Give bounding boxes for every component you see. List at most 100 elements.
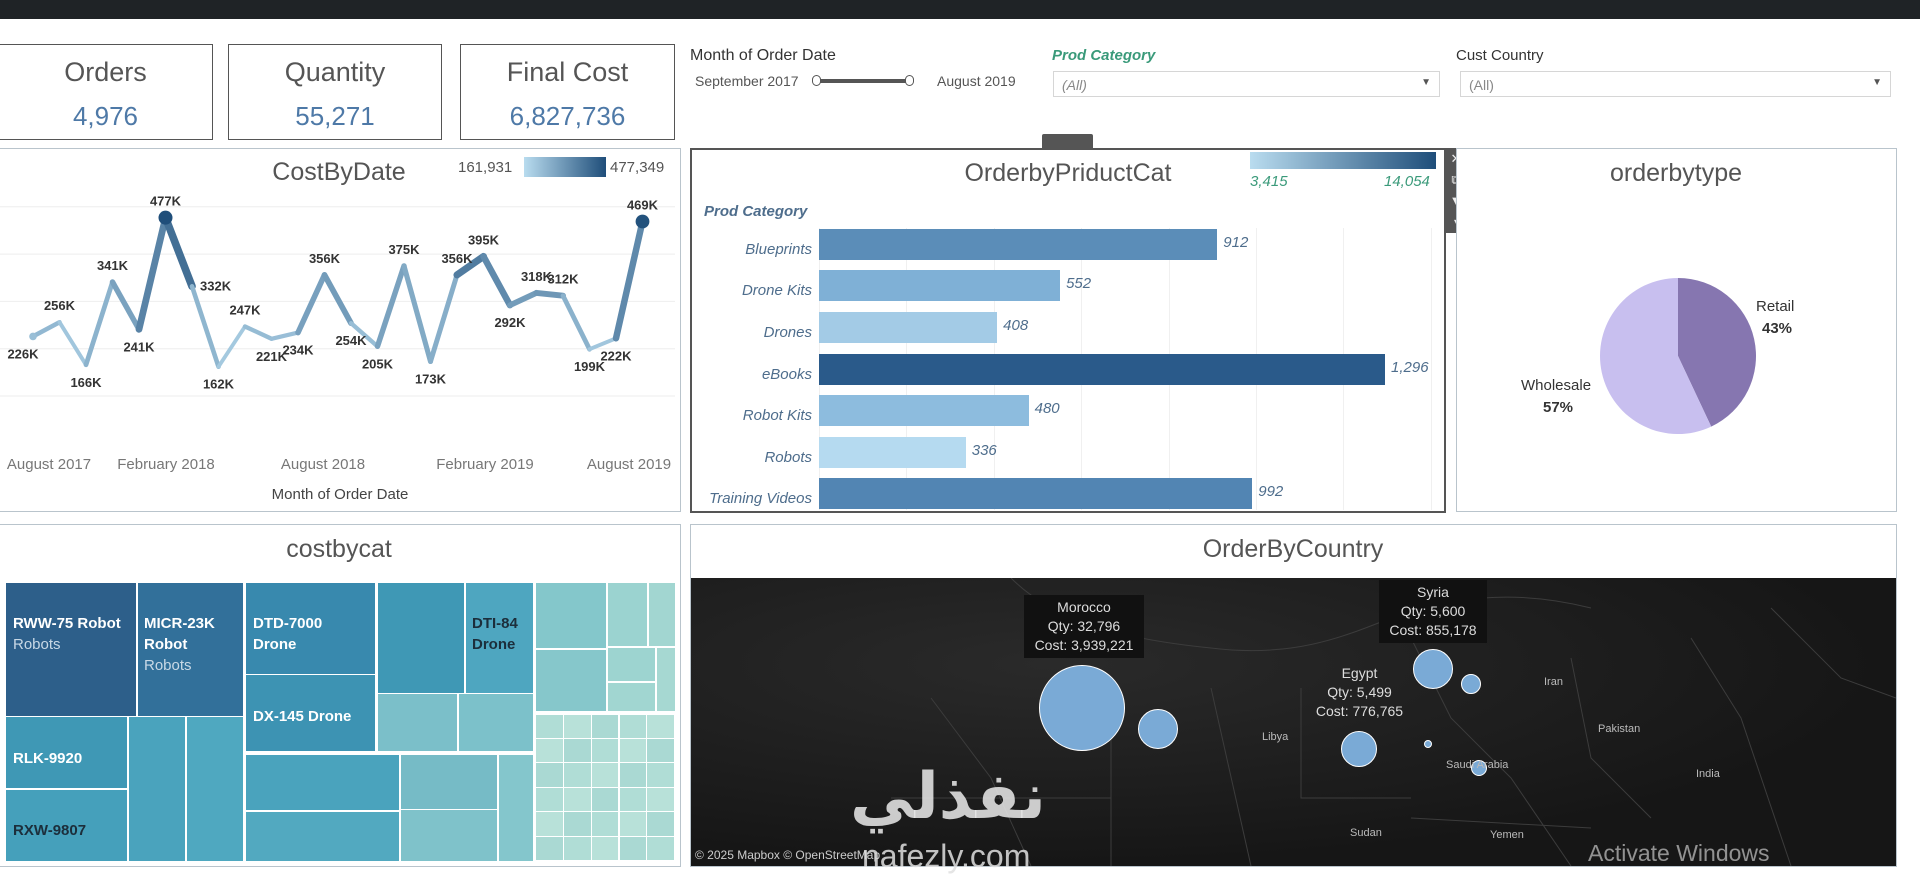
treemap-cell[interactable] [465, 583, 533, 693]
treemap-cell[interactable] [647, 836, 674, 860]
bar[interactable] [819, 270, 1061, 301]
treemap-cell[interactable] [536, 812, 563, 836]
bar[interactable] [819, 395, 1029, 426]
bar[interactable] [819, 478, 1253, 509]
data-label: 247K [229, 302, 261, 317]
treemap-cell[interactable] [591, 787, 619, 812]
map-bubble[interactable] [1413, 649, 1453, 689]
treemap-cell[interactable] [536, 649, 607, 711]
treemap-cell[interactable] [246, 754, 400, 811]
pop-out-icon[interactable]: ⧉ [1446, 169, 1466, 190]
slider-start-handle[interactable] [812, 75, 821, 86]
treemap-cell[interactable] [564, 812, 591, 836]
x-tick: February 2018 [117, 456, 215, 473]
color-legend-gradient [524, 157, 606, 177]
date-start: September 2017 [695, 73, 799, 89]
treemap-cell[interactable] [377, 583, 464, 693]
treemap-cell[interactable] [536, 739, 563, 763]
treemap-cell[interactable] [6, 583, 137, 716]
bar[interactable] [819, 229, 1218, 260]
treemap-cell[interactable] [591, 714, 619, 739]
treemap-cell[interactable] [656, 647, 675, 711]
treemap-cell[interactable] [608, 647, 656, 682]
map-label: Saudi Arabia [1446, 759, 1509, 771]
treemap-cell[interactable] [619, 787, 646, 812]
treemap-cell[interactable] [246, 811, 400, 861]
treemap-cell[interactable] [591, 739, 619, 763]
treemap-cell[interactable] [536, 583, 607, 649]
treemap-cell[interactable] [536, 714, 563, 739]
treemap-cell[interactable] [400, 810, 497, 861]
map-credit[interactable]: © 2025 Mapbox © OpenStreetMap [695, 848, 881, 862]
treemap-cell[interactable] [137, 583, 243, 716]
map-bubble[interactable] [1341, 731, 1377, 767]
treemap-cell[interactable] [647, 714, 674, 739]
treemap-cell[interactable] [647, 763, 674, 787]
treemap-cell[interactable] [619, 763, 646, 787]
drag-handle[interactable] [1042, 134, 1093, 148]
data-label: 162K [203, 377, 235, 392]
data-label: 292K [494, 315, 526, 330]
more-options-icon[interactable]: ▾ [1446, 211, 1466, 232]
treemap-cell[interactable] [400, 754, 497, 809]
treemap-cell[interactable] [246, 583, 376, 674]
x-tick: August 2019 [586, 456, 672, 473]
treemap-cell[interactable] [564, 714, 591, 739]
treemap-cell[interactable] [619, 836, 646, 860]
bar[interactable] [819, 312, 998, 343]
treemap-cell[interactable] [647, 787, 674, 812]
treemap-cell[interactable] [647, 739, 674, 763]
treemap-cell[interactable] [619, 812, 646, 836]
treemap-cell[interactable] [6, 789, 127, 861]
map-bubble[interactable] [1471, 760, 1487, 776]
treemap-cell[interactable] [377, 693, 458, 751]
treemap-cell[interactable] [6, 717, 127, 789]
data-point[interactable] [635, 214, 650, 229]
prod-category-dropdown[interactable]: (All) ▼ [1053, 71, 1440, 97]
treemap-cell[interactable] [564, 836, 591, 860]
map-label: Sudan [1350, 827, 1382, 839]
treemap-cell[interactable] [619, 714, 646, 739]
data-point[interactable] [158, 210, 173, 225]
bar-value-label: 552 [1066, 275, 1092, 292]
map-bubble[interactable] [1461, 674, 1481, 694]
treemap-cell[interactable] [591, 812, 619, 836]
slider-end-handle[interactable] [905, 75, 914, 86]
bar[interactable] [819, 437, 966, 468]
line-segment [269, 330, 301, 341]
chart-title: costbycat [286, 535, 392, 563]
treemap-cell[interactable] [536, 787, 563, 812]
x-tick: February 2019 [436, 456, 534, 473]
treemap-cell[interactable] [459, 693, 533, 751]
cust-country-dropdown[interactable]: (All) ▼ [1460, 71, 1891, 97]
pie-slice-wholesale[interactable] [1600, 278, 1712, 434]
treemap-cell[interactable] [536, 763, 563, 787]
treemap-cell[interactable] [498, 754, 533, 861]
treemap-cell[interactable] [564, 787, 591, 812]
treemap-cell[interactable] [647, 812, 674, 836]
date-range-slider[interactable] [817, 79, 909, 83]
cust-country-label: Cust Country [1456, 47, 1544, 64]
treemap-cell[interactable] [619, 739, 646, 763]
bar[interactable] [819, 354, 1385, 385]
treemap-cell[interactable] [608, 583, 648, 647]
map-bubble[interactable] [1138, 709, 1178, 749]
pie-slice-retail[interactable] [1678, 278, 1756, 427]
treemap-cell[interactable] [591, 836, 619, 860]
treemap-cell[interactable] [564, 763, 591, 787]
treemap-cell[interactable] [128, 717, 186, 861]
treemap-cell[interactable] [536, 836, 563, 860]
map-bubble[interactable] [1424, 740, 1432, 748]
treemap-label: DTD-7000 Drone [253, 615, 323, 653]
map-bubble[interactable] [1039, 665, 1125, 751]
treemap-cell[interactable] [591, 763, 619, 787]
treemap-cell[interactable] [649, 583, 675, 647]
treemap-cell[interactable] [246, 675, 376, 751]
treemap-cell[interactable] [564, 739, 591, 763]
map[interactable] [691, 578, 1896, 866]
treemap-cell[interactable] [608, 682, 656, 711]
treemap-cell[interactable] [187, 717, 243, 861]
data-label: 222K [600, 348, 632, 363]
data-point[interactable] [29, 332, 37, 341]
map-label: Pakistan [1598, 723, 1641, 735]
